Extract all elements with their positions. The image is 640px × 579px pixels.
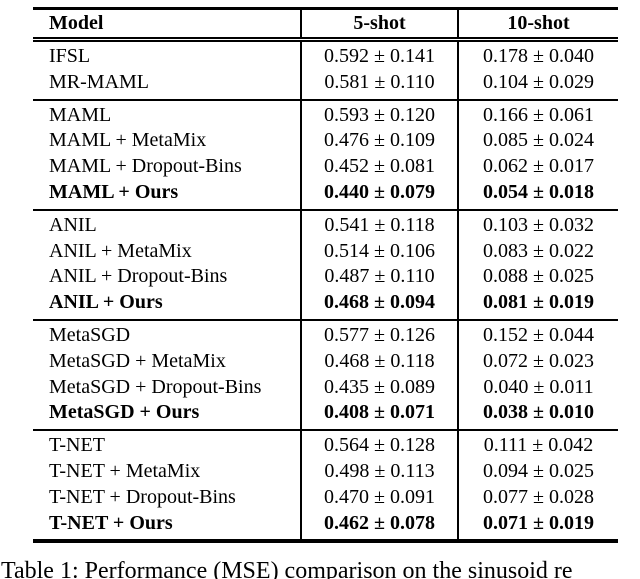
shot5-cell: 0.462 ± 0.078 bbox=[300, 510, 458, 542]
model-cell: MAML bbox=[33, 98, 301, 129]
model-cell: T-NET bbox=[33, 429, 301, 459]
shot5-cell: 0.452 ± 0.081 bbox=[300, 154, 458, 180]
table-group: IFSL 0.592 ± 0.141 0.178 ± 0.040 MR-MAML 0.5… bbox=[33, 38, 618, 100]
model-cell: ANIL + Dropout-Bins bbox=[49, 265, 228, 288]
shot5-cell: 0.593 ± 0.120 bbox=[300, 98, 458, 129]
table-row: MetaSGD + MetaMix 0.468 ± 0.118 0.072 ± 0.… bbox=[33, 348, 618, 375]
table-row: ANIL + MetaMix 0.514 ± 0.106 0.083 ± 0.022 bbox=[33, 238, 618, 265]
column-header-5shot: 5-shot bbox=[300, 8, 458, 42]
shot5-cell: 0.476 ± 0.109 bbox=[300, 128, 458, 155]
header-row: Model 5-shot 10-shot bbox=[33, 8, 618, 42]
shot5-cell: 0.577 ± 0.126 bbox=[300, 318, 458, 349]
model-cell: MetaSGD bbox=[33, 318, 301, 349]
shot5-cell: 0.592 ± 0.141 bbox=[300, 38, 458, 70]
shot10-cell: 0.081 ± 0.019 bbox=[457, 290, 618, 320]
shot5-cell: 0.408 ± 0.071 bbox=[300, 400, 458, 431]
shot10-cell: 0.054 ± 0.018 bbox=[457, 179, 618, 210]
model-cell: MAML + Dropout-Bins bbox=[49, 155, 242, 178]
shot10-cell: 0.040 ± 0.011 bbox=[457, 374, 618, 401]
shot10-cell: 0.038 ± 0.010 bbox=[457, 400, 618, 431]
model-cell: MAML + Ours bbox=[49, 180, 179, 203]
shot10-cell: 0.077 ± 0.028 bbox=[457, 484, 618, 511]
shot10-cell: 0.166 ± 0.061 bbox=[457, 98, 618, 129]
shot5-cell: 0.440 ± 0.079 bbox=[300, 179, 458, 210]
model-cell: MAML + MetaMix bbox=[49, 129, 207, 152]
table-row: T-NET 0.564 ± 0.128 0.111 ± 0.042 bbox=[33, 429, 618, 459]
shot10-cell: 0.085 ± 0.024 bbox=[457, 128, 618, 155]
table-row: MetaSGD 0.577 ± 0.126 0.152 ± 0.044 bbox=[33, 318, 618, 349]
column-header-model: Model bbox=[33, 8, 301, 42]
model-cell: T-NET + Ours bbox=[49, 511, 173, 534]
shot5-cell: 0.514 ± 0.106 bbox=[300, 238, 458, 265]
shot10-cell: 0.178 ± 0.040 bbox=[457, 38, 618, 70]
shot5-cell: 0.498 ± 0.113 bbox=[300, 458, 458, 485]
table-group: ANIL 0.541 ± 0.118 0.103 ± 0.032 ANIL + Met… bbox=[33, 208, 618, 320]
shot5-cell: 0.564 ± 0.128 bbox=[300, 429, 458, 459]
shot5-cell: 0.468 ± 0.094 bbox=[300, 290, 458, 320]
model-cell: ANIL + MetaMix bbox=[49, 239, 192, 262]
shot5-cell: 0.468 ± 0.118 bbox=[300, 348, 458, 375]
table-group: T-NET 0.564 ± 0.128 0.111 ± 0.042 T-NET + M… bbox=[33, 429, 618, 542]
table-row: T-NET + Dropout-Bins 0.470 ± 0.091 0.077 ±… bbox=[33, 484, 618, 511]
results-table: Model 5-shot 10-shot IFSL 0.592 ± 0.141 0.… bbox=[33, 7, 618, 544]
shot5-cell: 0.435 ± 0.089 bbox=[300, 374, 458, 401]
table-row: MAML + Dropout-Bins 0.452 ± 0.081 0.062 ± … bbox=[33, 154, 618, 180]
model-cell: ANIL bbox=[33, 208, 301, 239]
table-row: MetaSGD + Dropout-Bins 0.435 ± 0.089 0.040… bbox=[33, 374, 618, 401]
shot10-cell: 0.152 ± 0.044 bbox=[457, 318, 618, 349]
table-row: MetaSGD + Ours 0.408 ± 0.071 0.038 ± 0.010 bbox=[33, 400, 618, 431]
table-group: MetaSGD 0.577 ± 0.126 0.152 ± 0.044 MetaSGD… bbox=[33, 318, 618, 431]
table-row: T-NET + MetaMix 0.498 ± 0.113 0.094 ± 0.02… bbox=[33, 458, 618, 485]
shot5-cell: 0.541 ± 0.118 bbox=[300, 208, 458, 239]
table-row: T-NET + Ours 0.462 ± 0.078 0.071 ± 0.019 bbox=[33, 510, 618, 542]
shot10-cell: 0.072 ± 0.023 bbox=[457, 348, 618, 375]
shot10-cell: 0.103 ± 0.032 bbox=[457, 208, 618, 239]
shot10-cell: 0.111 ± 0.042 bbox=[457, 429, 618, 459]
table-header: Model 5-shot 10-shot bbox=[33, 8, 618, 42]
table-row: ANIL 0.541 ± 0.118 0.103 ± 0.032 bbox=[33, 208, 618, 239]
shot10-cell: 0.088 ± 0.025 bbox=[457, 264, 618, 291]
model-cell: IFSL bbox=[33, 38, 301, 70]
shot5-cell: 0.470 ± 0.091 bbox=[300, 484, 458, 511]
table-row: MAML + MetaMix 0.476 ± 0.109 0.085 ± 0.024 bbox=[33, 128, 618, 155]
shot10-cell: 0.094 ± 0.025 bbox=[457, 458, 618, 485]
model-cell: MetaSGD + Ours bbox=[49, 401, 200, 424]
shot10-cell: 0.062 ± 0.017 bbox=[457, 154, 618, 180]
table-row: MAML 0.593 ± 0.120 0.166 ± 0.061 bbox=[33, 98, 618, 129]
table-row: ANIL + Ours 0.468 ± 0.094 0.081 ± 0.019 bbox=[33, 290, 618, 320]
table-row: ANIL + Dropout-Bins 0.487 ± 0.110 0.088 ± … bbox=[33, 264, 618, 291]
model-cell: MR-MAML bbox=[49, 70, 150, 93]
shot10-cell: 0.104 ± 0.029 bbox=[457, 69, 618, 100]
table-group: MAML 0.593 ± 0.120 0.166 ± 0.061 MAML + Met… bbox=[33, 98, 618, 210]
shot10-cell: 0.083 ± 0.022 bbox=[457, 238, 618, 265]
shot5-cell: 0.487 ± 0.110 bbox=[300, 264, 458, 291]
table-caption: Table 1: Performance (MSE) comparison on… bbox=[1, 558, 573, 579]
model-cell: ANIL + Ours bbox=[49, 291, 163, 314]
model-cell: MetaSGD + Dropout-Bins bbox=[49, 375, 262, 398]
model-cell: T-NET + Dropout-Bins bbox=[49, 485, 236, 508]
model-cell: MetaSGD + MetaMix bbox=[49, 349, 226, 372]
model-cell: T-NET + MetaMix bbox=[49, 459, 201, 482]
table-row: MR-MAML 0.581 ± 0.110 0.104 ± 0.029 bbox=[33, 69, 618, 100]
column-header-10shot: 10-shot bbox=[457, 8, 618, 42]
shot5-cell: 0.581 ± 0.110 bbox=[300, 69, 458, 100]
table-row: IFSL 0.592 ± 0.141 0.178 ± 0.040 bbox=[33, 38, 618, 70]
table-row: MAML + Ours 0.440 ± 0.079 0.054 ± 0.018 bbox=[33, 179, 618, 210]
shot10-cell: 0.071 ± 0.019 bbox=[457, 510, 618, 542]
